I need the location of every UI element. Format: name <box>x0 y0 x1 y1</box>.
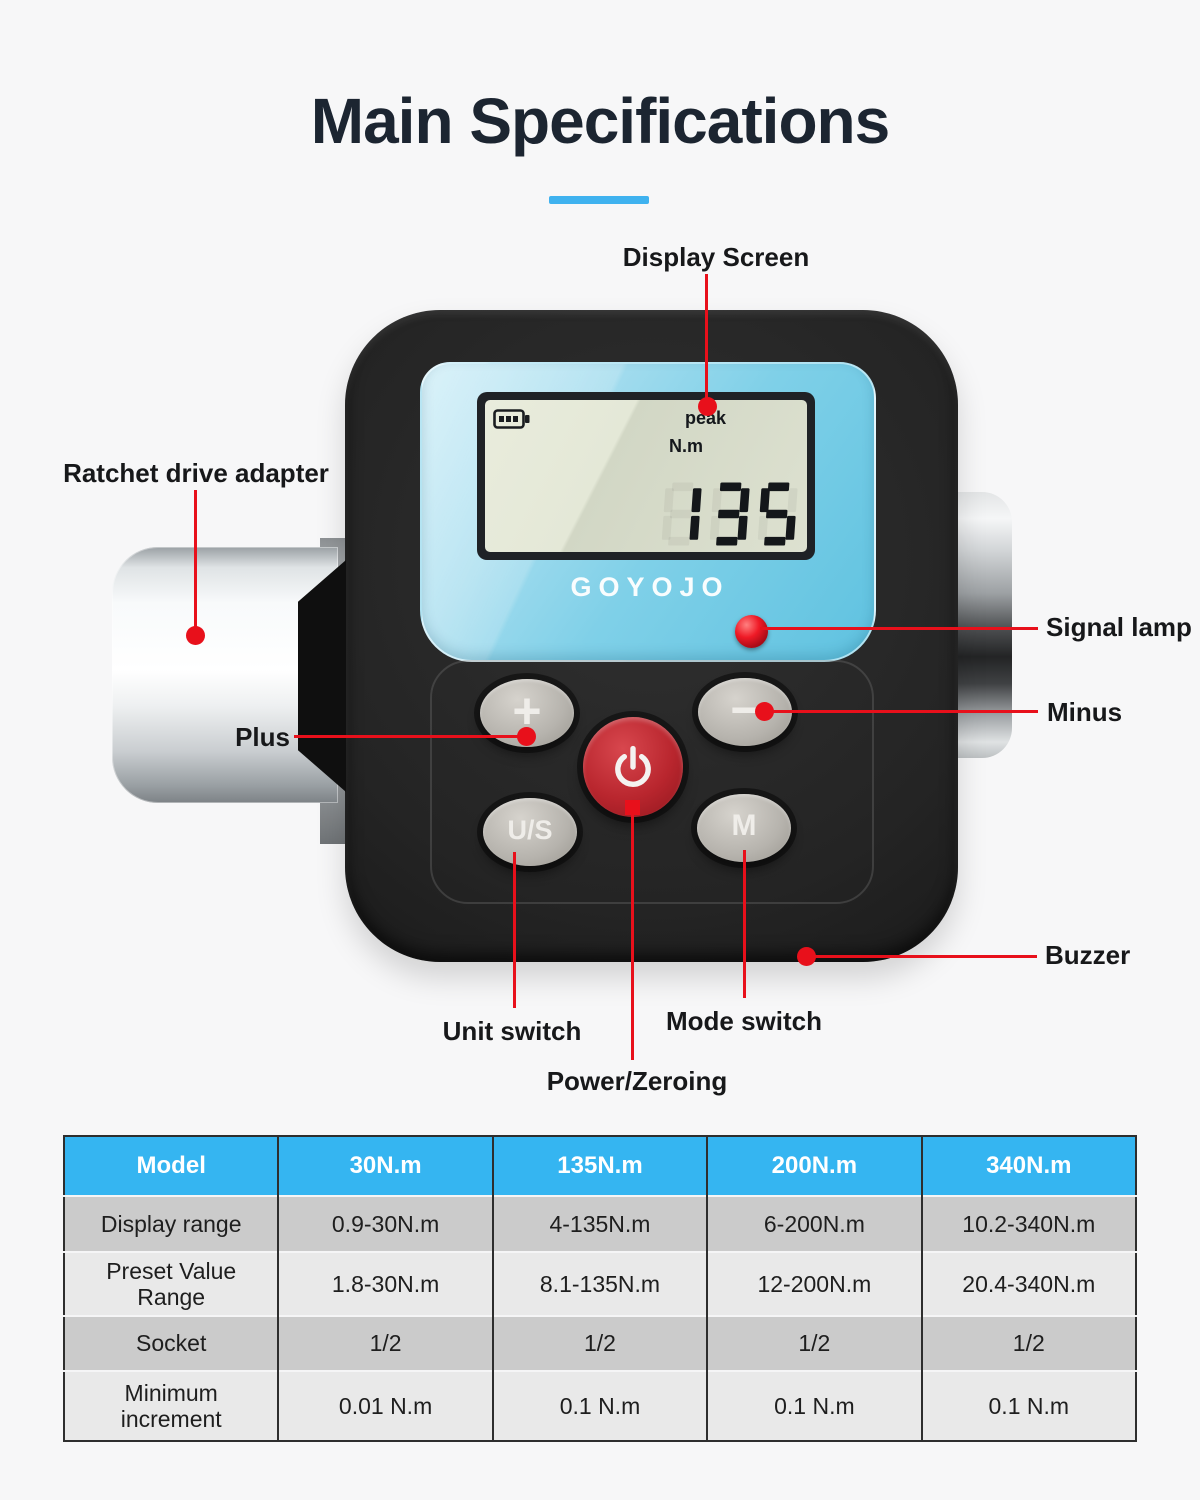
spec-table-header-cell: 200N.m <box>706 1136 922 1196</box>
callout-mode-switch: Mode switch <box>665 1006 822 1036</box>
spec-table-cell: 1/2 <box>920 1315 1136 1371</box>
lcd-digit <box>757 482 798 546</box>
callout-dot-display-screen <box>698 397 717 416</box>
spec-table-cell: 0.01 N.m <box>277 1370 493 1441</box>
brand-logo: GOYOJO <box>570 572 730 602</box>
callout-dot-plus <box>517 727 536 746</box>
spec-table-cell: 1.8-30N.m <box>277 1251 493 1316</box>
spec-table-header: Model 30N.m 135N.m 200N.m 340N.m <box>64 1136 1136 1196</box>
battery-icon <box>493 409 530 429</box>
callout-line-mode-switch <box>743 850 746 998</box>
spec-table-cell: 10.2-340N.m <box>920 1195 1136 1252</box>
spec-table-cell: 4-135N.m <box>491 1195 708 1252</box>
title-underline <box>549 196 649 204</box>
spec-table-header-cell: 30N.m <box>277 1136 493 1196</box>
spec-table-cell: 0.1 N.m <box>706 1370 922 1441</box>
callout-line-ratchet <box>194 490 197 630</box>
callout-line-signal-lamp <box>760 627 1038 630</box>
spec-table-cell: 8.1-135N.m <box>491 1251 708 1316</box>
spec-table-header-cell: 135N.m <box>491 1136 708 1196</box>
callout-signal-lamp: Signal lamp <box>1046 612 1192 642</box>
lcd-unit-label: N.m <box>669 436 704 456</box>
mode-switch-button: M <box>697 794 791 862</box>
callout-line-plus <box>294 735 522 738</box>
adapter-shadow <box>298 560 346 792</box>
display-screen: peak N.m <box>477 392 815 560</box>
callout-dot-buzzer <box>797 947 816 966</box>
lcd-panel: peak N.m <box>485 400 807 552</box>
callout-unit-switch: Unit switch <box>442 1016 582 1046</box>
callout-line-power-zeroing <box>631 815 634 1060</box>
signal-lamp-led <box>735 615 768 648</box>
spec-table-cell: 0.9-30N.m <box>277 1195 493 1252</box>
spec-table-cell: Minimum increment <box>64 1370 279 1441</box>
callout-ratchet-drive-adapter: Ratchet drive adapter <box>63 458 329 488</box>
spec-table-cell: 6-200N.m <box>706 1195 922 1252</box>
spec-table-cell: 0.1 N.m <box>491 1370 708 1441</box>
button-panel-groove <box>430 660 874 904</box>
callout-minus: Minus <box>1047 697 1123 727</box>
power-icon <box>615 745 651 788</box>
spec-table-cell: 1/2 <box>706 1315 922 1371</box>
spec-table-cell: Socket <box>64 1315 279 1371</box>
lcd-digit <box>709 482 750 546</box>
callout-buzzer: Buzzer <box>1045 940 1131 970</box>
spec-table-header-cell: Model <box>64 1136 279 1196</box>
callout-line-buzzer <box>807 955 1037 958</box>
spec-table-row: Socket 1/2 1/2 1/2 1/2 <box>64 1315 1136 1371</box>
spec-table-cell: 12-200N.m <box>706 1251 922 1316</box>
spec-table-cell: 1/2 <box>277 1315 493 1371</box>
spec-table-cell: 0.1 N.m <box>920 1370 1136 1441</box>
spec-table: Model 30N.m 135N.m 200N.m 340N.m Display ran… <box>63 1135 1137 1442</box>
minus-icon: − <box>730 682 760 738</box>
mode-switch-button-label: M <box>731 809 757 842</box>
lcd-mode-label: peak <box>685 408 727 428</box>
spec-table-row: Preset Value Range 1.8-30N.m 8.1-135N.m 12-… <box>64 1251 1136 1316</box>
page-title: Main Specifications <box>310 85 890 157</box>
callout-line-unit-switch <box>513 852 516 1008</box>
spec-table-cell: Preset Value Range <box>64 1251 279 1316</box>
callout-display-screen: Display Screen <box>622 242 810 272</box>
spec-table-header-cell: 340N.m <box>920 1136 1136 1196</box>
callout-power-zeroing: Power/Zeroing <box>546 1066 728 1096</box>
callout-dot-minus <box>755 702 774 721</box>
spec-table-body: Display range 0.9-30N.m 4-135N.m 6-200N.m 10… <box>64 1195 1136 1441</box>
spec-table-cell: Display range <box>64 1195 279 1252</box>
spec-table-row: Minimum increment 0.01 N.m 0.1 N.m 0.1 N.m 0… <box>64 1370 1136 1441</box>
spec-table-cell: 1/2 <box>491 1315 708 1371</box>
unit-switch-button: U/S <box>483 798 577 866</box>
callout-dot-ratchet <box>186 626 205 645</box>
callout-line-display-screen <box>705 274 708 404</box>
spec-table-cell: 20.4-340N.m <box>920 1251 1136 1316</box>
spec-table-row: Display range 0.9-30N.m 4-135N.m 6-200N.m 10… <box>64 1195 1136 1252</box>
callout-line-minus <box>765 710 1038 713</box>
lcd-digit <box>661 482 702 546</box>
callout-plus: Plus <box>235 722 290 752</box>
lcd-digits <box>661 478 799 550</box>
callout-dot-power-zeroing <box>625 800 640 815</box>
unit-switch-button-label: U/S <box>507 814 553 845</box>
